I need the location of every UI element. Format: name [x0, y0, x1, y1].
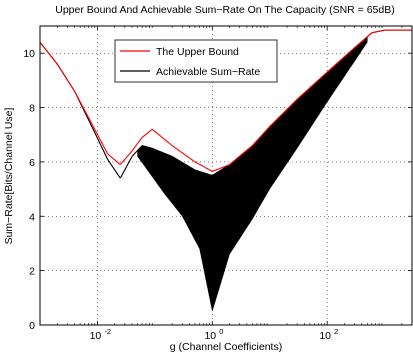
y-axis-label: Sum−Rate[Bits/Channel Use]: [3, 107, 15, 244]
x-tick-label: 10: [319, 330, 331, 342]
x-tick-label: 10: [90, 330, 102, 342]
chart-title: Upper Bound And Achievable Sum−Rate On T…: [55, 4, 395, 16]
x-tick-exponent: -2: [104, 327, 111, 336]
y-tick-label: 6: [29, 157, 35, 169]
y-tick-label: 0: [29, 320, 35, 332]
x-tick-exponent: 2: [334, 327, 338, 336]
legend: The Upper Bound Achievable Sum−Rate: [114, 39, 278, 83]
x-axis-label: g (Channel Coefficients): [170, 341, 282, 353]
y-tick-label: 4: [29, 211, 35, 223]
x-tick-exponent: 0: [219, 327, 223, 336]
legend-box: [114, 39, 278, 83]
series-upper-bound: [40, 29, 412, 172]
legend-label-upper-bound: The Upper Bound: [156, 46, 239, 58]
y-tick-label: 2: [29, 266, 35, 278]
x-tick-label: 10: [204, 330, 216, 342]
plot-frame: [39, 25, 413, 326]
y-tick-label: 8: [29, 103, 35, 115]
y-tick-label: 10: [23, 48, 35, 60]
series-group: [40, 29, 412, 311]
legend-label-achievable: Achievable Sum−Rate: [156, 66, 260, 78]
